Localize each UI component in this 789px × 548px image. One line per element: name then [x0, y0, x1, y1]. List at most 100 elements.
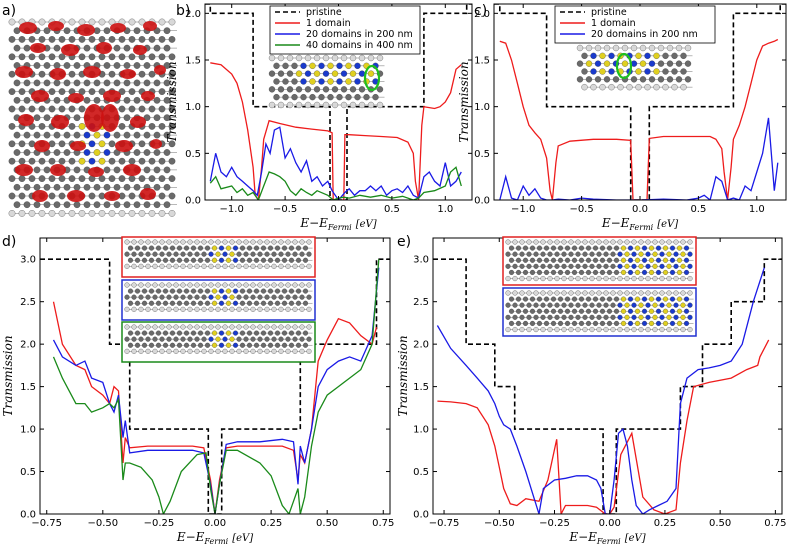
atom [148, 157, 156, 165]
atom [197, 245, 204, 251]
atom [639, 60, 647, 67]
atom [617, 275, 623, 282]
atom [73, 166, 81, 174]
atom [187, 239, 193, 245]
atom [128, 157, 136, 165]
atom [33, 166, 41, 174]
atom [596, 251, 602, 257]
atom [273, 94, 280, 101]
atom [163, 183, 171, 191]
atom [168, 123, 176, 130]
atom [183, 257, 190, 263]
atom [680, 251, 686, 257]
atom [655, 308, 662, 314]
atom [621, 44, 629, 52]
atom [358, 86, 366, 93]
x-label-main: E−E [568, 530, 597, 544]
atom [680, 52, 687, 59]
atom [166, 263, 172, 269]
atom [599, 84, 606, 91]
atom [73, 62, 81, 69]
atom [592, 308, 599, 314]
atom [73, 114, 81, 122]
atom [306, 306, 312, 312]
atom [33, 79, 41, 87]
density-blob [70, 141, 86, 151]
atom [118, 175, 126, 182]
atom [38, 70, 46, 78]
atom [145, 263, 151, 269]
atom [159, 306, 165, 312]
atom [547, 251, 553, 257]
atom [141, 288, 148, 294]
atom [208, 348, 214, 354]
atom [641, 257, 648, 263]
atom [568, 251, 574, 257]
atom [505, 326, 511, 333]
atom [128, 210, 136, 217]
atom [159, 263, 165, 269]
atom [286, 70, 294, 77]
atom [201, 251, 207, 257]
atom [624, 239, 630, 245]
atom [292, 324, 298, 330]
density-blob [50, 164, 66, 176]
atom [138, 348, 144, 354]
atom [592, 257, 599, 263]
atom [666, 44, 674, 52]
atom [655, 296, 662, 302]
atom [610, 239, 616, 245]
atom [148, 123, 156, 130]
atom [158, 192, 166, 200]
atom [133, 131, 141, 139]
atom [18, 140, 26, 148]
atom [288, 342, 295, 348]
atom [236, 282, 242, 288]
atom [43, 114, 51, 122]
atom [158, 123, 166, 130]
atom [98, 157, 106, 165]
atom [236, 263, 242, 269]
atom [163, 114, 171, 122]
atom [687, 314, 693, 320]
atom [145, 324, 151, 330]
atom [589, 326, 595, 333]
atom [515, 320, 522, 327]
atom [306, 239, 312, 245]
atom [684, 44, 692, 52]
atom [358, 101, 366, 109]
atom [340, 70, 348, 77]
atom [331, 101, 339, 109]
atom [153, 201, 161, 209]
atom [173, 251, 179, 257]
atom [18, 88, 26, 95]
atom [631, 302, 637, 308]
atom [543, 257, 550, 263]
atom [208, 294, 214, 300]
x-tick-label: −0.75 [429, 518, 460, 529]
atom [349, 86, 357, 93]
atom [575, 314, 581, 320]
atom [278, 239, 284, 245]
atom [173, 294, 179, 300]
atom [168, 157, 176, 165]
atom [229, 282, 235, 288]
atom [582, 263, 588, 269]
atom [306, 251, 312, 257]
atom [306, 336, 312, 342]
atom [194, 282, 200, 288]
atom [550, 257, 557, 263]
y-tick-label: 0.0 [20, 510, 36, 521]
atom [606, 296, 613, 302]
x-label-main: E−E [601, 216, 630, 230]
atom [138, 140, 146, 148]
inset-structure [121, 236, 316, 278]
atom [187, 251, 193, 257]
atom [519, 239, 525, 245]
atom [288, 330, 295, 336]
atom [505, 275, 511, 282]
atom [253, 342, 260, 348]
atom [557, 257, 564, 263]
panel-label-e: e) [397, 234, 411, 250]
atom [666, 314, 672, 320]
